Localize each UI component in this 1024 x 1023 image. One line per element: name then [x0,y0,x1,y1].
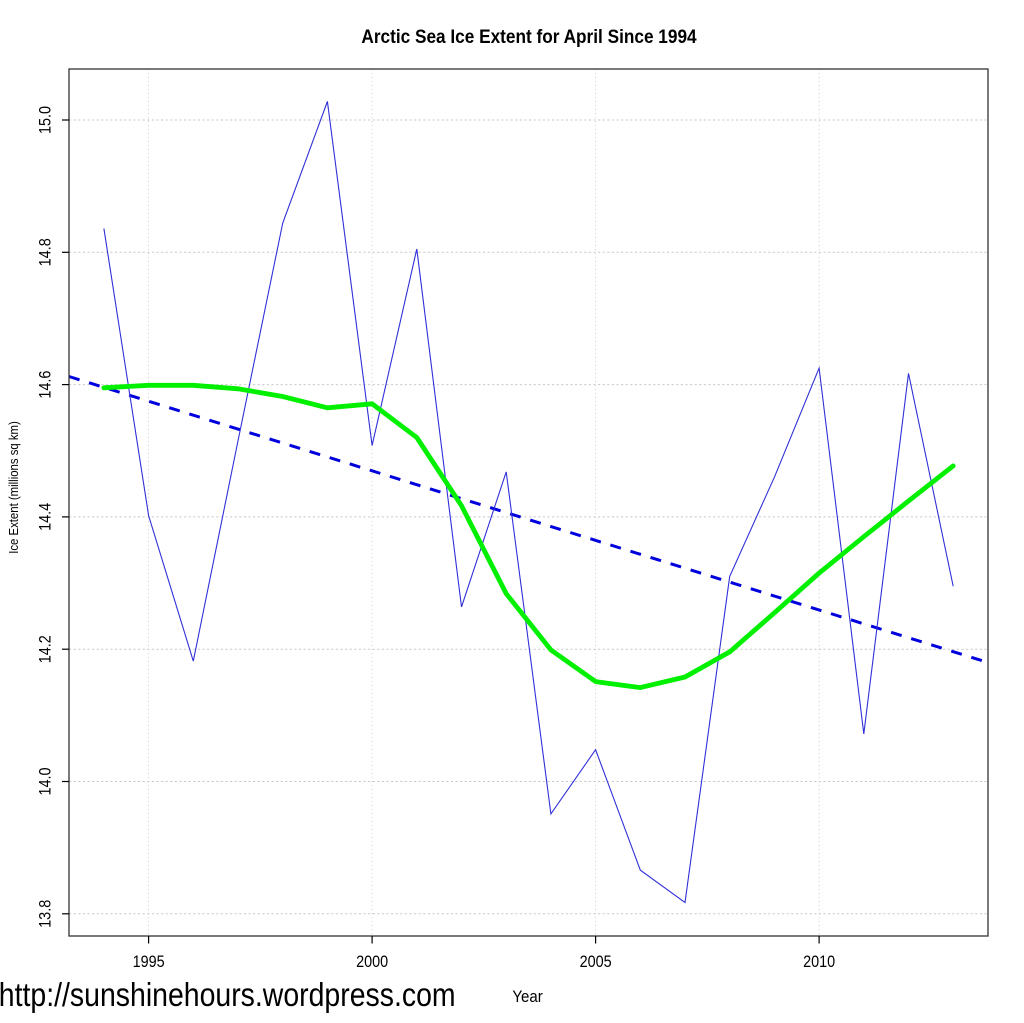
svg-text:1995: 1995 [133,953,165,971]
svg-text:2000: 2000 [356,953,388,971]
svg-text:2010: 2010 [803,953,835,971]
svg-text:14.6: 14.6 [37,371,55,399]
svg-text:Ice Extent (millions sq km): Ice Extent (millions sq km) [6,421,21,554]
svg-text:Arctic Sea Ice Extent for Apri: Arctic Sea Ice Extent for April Since 19… [361,25,697,47]
svg-text:14.8: 14.8 [37,238,55,266]
svg-text:15.0: 15.0 [37,106,55,134]
svg-text:13.8: 13.8 [37,900,55,928]
svg-text:14.2: 14.2 [37,635,55,663]
svg-text:Year: Year [512,987,543,1006]
svg-text:2005: 2005 [580,953,612,971]
svg-text:14.0: 14.0 [37,767,55,795]
svg-text:http://sunshinehours.wordpress: http://sunshinehours.wordpress.com [0,976,456,1013]
svg-text:14.4: 14.4 [37,502,55,530]
